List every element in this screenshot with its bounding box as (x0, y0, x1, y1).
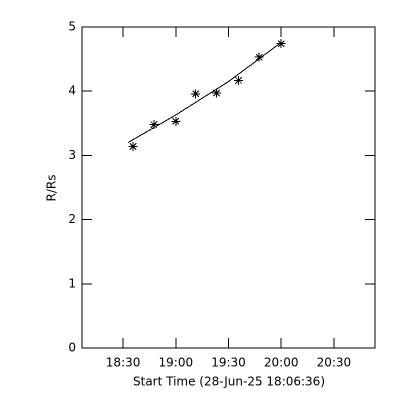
y-axis-label: R/Rs (45, 175, 59, 202)
data-point (212, 88, 222, 98)
data-point (191, 89, 201, 99)
x-tick-label: 19:00 (159, 356, 194, 370)
fit-line (127, 42, 282, 143)
plot-frame (81, 26, 376, 349)
data-point (254, 52, 264, 62)
y-tick-label: 3 (68, 148, 76, 162)
y-tick-label: 5 (68, 20, 76, 34)
x-tick-label: 20:00 (264, 356, 299, 370)
x-tick-label: 18:30 (106, 356, 141, 370)
data-point (171, 116, 181, 126)
data-point (149, 120, 159, 130)
y-tick-label: 1 (68, 276, 76, 290)
x-axis-label: Start Time (28-Jun-25 18:06:36) (133, 375, 325, 389)
data-point (128, 141, 138, 151)
data-point (234, 75, 244, 85)
y-tick-label: 0 (68, 341, 76, 355)
data-point (276, 39, 286, 49)
x-tick-label: 19:30 (211, 356, 246, 370)
x-tick-label: 20:30 (317, 356, 352, 370)
y-tick-label: 2 (68, 212, 76, 226)
y-tick-label: 4 (68, 84, 76, 98)
